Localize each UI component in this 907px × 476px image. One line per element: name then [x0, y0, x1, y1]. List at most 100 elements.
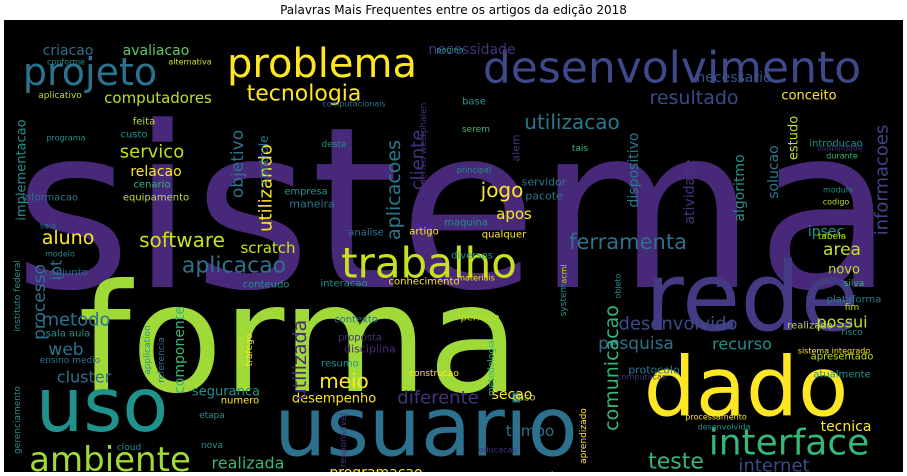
- word-151: objeto: [614, 273, 623, 298]
- word-36: cluster: [57, 368, 112, 387]
- word-93: sala aula: [46, 329, 91, 340]
- word-98: atualmente: [813, 370, 871, 381]
- word-115: processamento: [685, 413, 747, 422]
- word-108: materiais: [457, 274, 495, 283]
- word-40: possui: [816, 313, 867, 332]
- word-45: secao: [492, 387, 533, 403]
- word-130: computacionais: [322, 100, 385, 109]
- word-4: usuario: [274, 381, 578, 473]
- word-139: instituto federal: [13, 260, 23, 332]
- word-137: programa: [46, 134, 85, 143]
- word-124: conforme: [47, 58, 85, 67]
- word-43: desempenho: [292, 392, 376, 407]
- word-120: sistema integrado: [798, 347, 871, 356]
- word-67: utilizada: [289, 320, 311, 401]
- word-114: cloud: [117, 443, 141, 453]
- word-0: sistema: [14, 79, 894, 341]
- word-9: trabalho: [341, 239, 517, 288]
- word-149: system: [559, 284, 569, 317]
- word-78: maquina: [444, 218, 488, 229]
- word-88: disciplina: [344, 343, 396, 356]
- word-125: alternativa: [168, 58, 211, 67]
- word-47: teste: [648, 450, 704, 473]
- word-63: processo: [30, 264, 50, 340]
- word-29: aplicacao: [182, 254, 286, 279]
- word-18: avaliacao: [123, 43, 190, 59]
- word-66: implementacao: [15, 119, 30, 220]
- word-57: atividade: [682, 159, 698, 224]
- word-20: conceito: [781, 89, 836, 104]
- word-64: iot: [47, 260, 66, 281]
- word-84: conteudo: [243, 280, 290, 291]
- word-51: realizada: [212, 454, 285, 473]
- word-12: tecnologia: [247, 82, 362, 107]
- word-96: plataforma: [827, 295, 882, 306]
- word-54: cliente: [408, 130, 429, 191]
- word-58: algoritmo: [732, 154, 748, 221]
- word-33: novo: [828, 263, 860, 278]
- chart-title: Palavras Mais Frequentes entre os artigo…: [280, 3, 627, 17]
- word-131: principal: [457, 166, 491, 175]
- word-79: qualquer: [482, 230, 527, 241]
- word-48: internet: [738, 456, 809, 473]
- word-55: aplicacoes: [383, 140, 405, 240]
- word-82: conhecimento: [389, 277, 460, 288]
- word-42: diferente: [397, 388, 478, 409]
- word-136: sala: [40, 222, 56, 231]
- word-27: aluno: [42, 227, 95, 249]
- word-53: comunicacao: [601, 305, 623, 431]
- word-128: base: [462, 97, 486, 108]
- word-44: seguranca: [192, 385, 260, 400]
- word-121: educacao: [479, 446, 518, 455]
- word-26: software: [139, 228, 225, 252]
- word-25: apos: [496, 205, 532, 223]
- word-80: artigo: [409, 227, 438, 238]
- word-144: alem: [510, 134, 523, 161]
- word-24: jogo: [480, 178, 524, 202]
- word-142: pratica: [236, 336, 245, 364]
- word-65: componente: [172, 306, 188, 394]
- word-122: computacao: [617, 373, 667, 382]
- word-85: conjunto: [44, 268, 87, 279]
- word-5: uso: [36, 361, 169, 449]
- word-106: fim: [845, 303, 859, 313]
- word-74: empresa: [284, 187, 328, 198]
- word-113: nova: [201, 441, 223, 451]
- word-52: programacao: [329, 465, 422, 472]
- word-83: interacao: [320, 279, 367, 290]
- word-107: diversos: [451, 251, 493, 262]
- word-97: apresentado: [811, 352, 874, 363]
- word-28: ferramenta: [569, 230, 687, 254]
- word-148: etapa: [199, 411, 225, 421]
- word-21: informacoes: [872, 125, 893, 236]
- word-62: utilizando: [256, 144, 277, 232]
- word-17: criacao: [43, 43, 94, 59]
- word-8: projeto: [23, 50, 157, 94]
- word-145: metodologia: [487, 340, 497, 396]
- word-23: relacao: [130, 164, 181, 180]
- word-133: modelo: [45, 250, 75, 259]
- word-71: cenario: [133, 180, 170, 191]
- word-41: meio: [319, 369, 369, 393]
- word-16: necessidade: [428, 42, 515, 58]
- word-31: area: [823, 240, 861, 260]
- word-116: desenvolvida: [698, 423, 751, 432]
- word-134: usabilidade: [817, 144, 863, 153]
- word-35: web: [48, 340, 83, 360]
- word-101: codigo: [823, 198, 850, 207]
- word-90: permite: [460, 313, 499, 324]
- word-147: aprendizado: [579, 408, 589, 464]
- word-140: application: [143, 325, 153, 375]
- word-99: protocolo: [628, 364, 680, 377]
- word-89: resumo: [321, 359, 358, 370]
- word-141: referencia: [157, 337, 167, 382]
- word-22: servico: [120, 142, 184, 163]
- word-86: contexto: [334, 315, 378, 326]
- word-150: acml: [560, 264, 569, 283]
- word-19: necessario: [696, 70, 771, 86]
- word-2: rede: [645, 243, 859, 353]
- word-50: estudante: [510, 469, 591, 473]
- word-34: metodo: [41, 310, 110, 331]
- word-3: dado: [644, 341, 849, 436]
- word-81: analise: [348, 228, 384, 239]
